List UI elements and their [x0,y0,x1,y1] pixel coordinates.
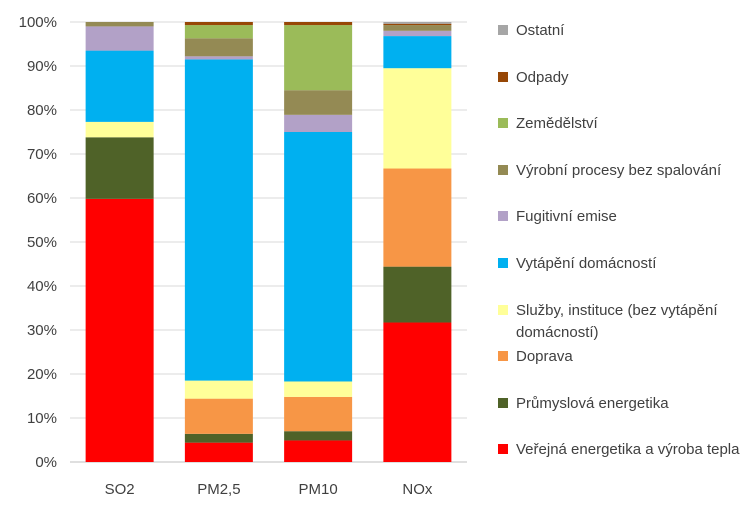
bar-segment [85,22,154,27]
legend-swatch [498,211,508,222]
y-tick-label: 50% [27,234,57,251]
bar-segment [383,68,452,169]
bar-segment [184,25,253,39]
bar-segment [85,137,154,199]
legend-item: Výrobní procesy bez spalování [498,160,741,182]
y-tick-label: 90% [27,58,57,75]
legend-swatch [498,25,508,35]
bar-segment [184,398,253,434]
x-tick-label: SO2 [105,481,135,498]
bar-segment [383,22,452,24]
bar-segment [184,380,253,399]
legend-swatch [498,164,508,175]
legend-swatch [498,71,508,82]
y-tick-label: 100% [19,14,57,31]
x-tick-label: PM2,5 [197,481,240,498]
bar-segment [85,198,154,462]
legend-label: Vytápění domácností [516,255,657,272]
bar-segment [85,26,154,51]
bar-segment [383,266,452,323]
y-tick-label: 10% [27,410,57,427]
legend-swatch [498,118,508,129]
legend-swatch [498,258,508,268]
y-tick-label: 40% [27,278,57,295]
legend-swatch [498,444,508,455]
legend-swatch [498,304,508,315]
legend-label: Výrobní procesy bez spalování [516,161,722,179]
bar-segment [184,59,253,381]
y-tick-label: 80% [27,102,57,119]
bar-segment [284,431,353,441]
y-tick-label: 20% [27,366,57,383]
bar-segment [85,50,154,122]
legend-item: Veřejná energetika a výroba tepla [498,439,741,461]
bar-segment [85,121,154,138]
bar-segment [284,114,353,132]
bar-segment [383,25,452,31]
legend-label: Ostatní [516,22,565,39]
bar-segment [383,322,452,462]
bar-segment [383,30,452,37]
legend-item: Ostatní [498,20,741,42]
legend-item: Fugitivní emise [498,206,741,228]
legend-item: Služby, instituce (bez vytápění domácnos… [498,300,741,344]
legend-item: Odpady [498,67,741,89]
legend-item: Zemědělství [498,113,741,135]
y-tick-label: 30% [27,322,57,339]
legend-label: Veřejná energetika a výroba tepla [516,441,740,459]
bars [85,22,452,462]
bar-segment [184,433,253,443]
bar-segment [284,90,353,115]
y-tick-label: 70% [27,146,57,163]
bar-segment [284,22,353,26]
bar-segment [184,56,253,60]
legend-swatch [498,397,508,408]
x-tick-label: NOx [402,481,433,498]
bar-segment [184,442,253,462]
bar-segment [284,440,353,462]
legend-item: Doprava [498,346,741,368]
bar-segment [383,36,452,69]
legend-label: Zemědělství [516,115,598,133]
legend-label: Fugitivní emise [516,208,617,226]
bar-segment [284,381,353,397]
bar-segment [284,396,353,432]
y-axis-ticks: 0% 10% 20% 30% 40% 50% 60% 70% 80% 90% 100% [19,14,57,471]
bar-segment [184,38,253,57]
x-axis-ticks: SO2 PM2,5 PM10 NOx [105,481,433,498]
bar-segment [284,25,353,91]
bar-segment [184,22,253,26]
legend-swatch [498,351,508,362]
legend-label: Průmyslová energetika [516,394,669,412]
bar-segment [284,132,353,382]
legend-label: Služby, instituce (bez vytápění domácnos… [516,301,718,341]
legend-item: Vytápění domácností [498,253,741,275]
bar-segment [383,23,452,26]
y-tick-label: 60% [27,190,57,207]
bar-segment [383,168,452,267]
legend-label: Doprava [516,348,573,366]
legend-item: Průmyslová energetika [498,393,741,415]
x-tick-label: PM10 [299,481,338,498]
legend-label: Odpady [516,68,569,86]
y-tick-label: 0% [35,454,57,471]
